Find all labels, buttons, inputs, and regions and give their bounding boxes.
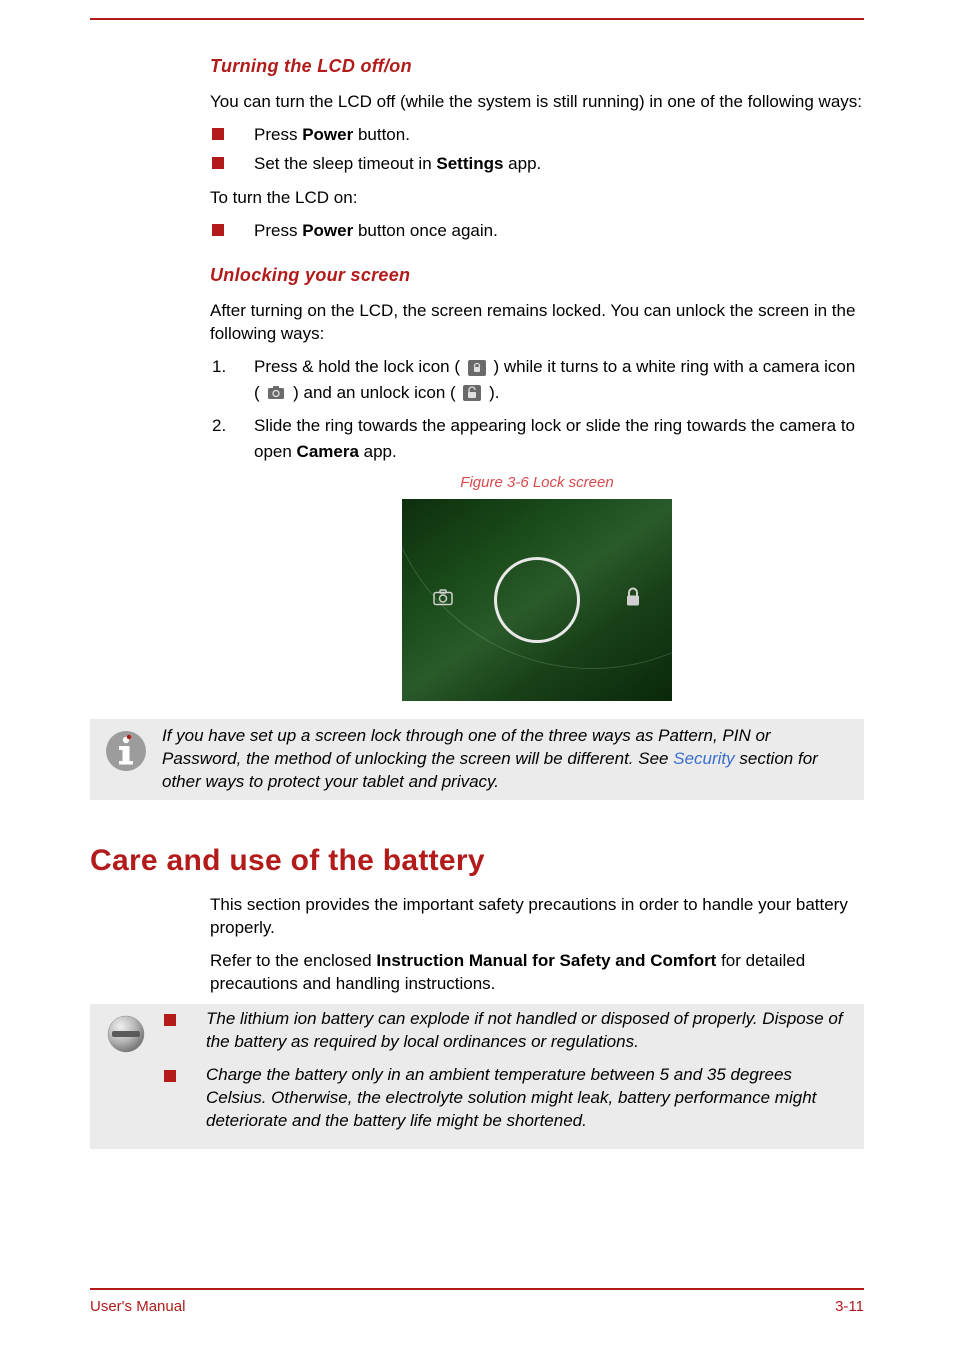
text: app. <box>359 442 397 461</box>
camera-target-icon <box>432 589 454 612</box>
text: button. <box>353 125 410 144</box>
list-item: Set the sleep timeout in Settings app. <box>210 151 864 177</box>
list-item: 1. Press & hold the lock icon ( ) while … <box>210 354 864 405</box>
lcd-off-list: Press Power button. Set the sleep timeou… <box>210 122 864 177</box>
warning-list: The lithium ion battery can explode if n… <box>162 1008 854 1143</box>
figure-caption: Figure 3-6 Lock screen <box>210 474 864 491</box>
footer-left: User's Manual <box>90 1298 185 1315</box>
text: Refer to the enclosed <box>210 951 376 970</box>
lock-screen-figure <box>402 499 672 701</box>
top-rule <box>90 18 864 20</box>
content-area: Turning the LCD off/on You can turn the … <box>210 56 864 701</box>
info-note: If you have set up a screen lock through… <box>90 719 864 800</box>
info-icon-cell <box>90 725 162 773</box>
bold-text: Settings <box>436 154 503 173</box>
heading-unlock: Unlocking your screen <box>210 265 864 286</box>
intro-unlock: After turning on the LCD, the screen rem… <box>210 300 864 346</box>
security-link[interactable]: Security <box>673 749 734 768</box>
unlock-ring <box>494 557 580 643</box>
heading-battery: Care and use of the battery <box>90 844 864 878</box>
warning-note: The lithium ion battery can explode if n… <box>90 1004 864 1149</box>
list-item: The lithium ion battery can explode if n… <box>162 1008 854 1054</box>
text: ). <box>489 383 499 402</box>
text: Press <box>254 221 302 240</box>
list-item: Charge the battery only in an ambient te… <box>162 1064 854 1133</box>
text: button once again. <box>353 221 498 240</box>
list-item: Press Power button. <box>210 122 864 148</box>
lock-target-icon <box>624 587 642 614</box>
text: Set the sleep timeout in <box>254 154 436 173</box>
list-item: Press Power button once again. <box>210 218 864 244</box>
list-item: 2. Slide the ring towards the appearing … <box>210 413 864 464</box>
info-icon <box>104 729 148 773</box>
page: Turning the LCD off/on You can turn the … <box>0 0 954 1345</box>
text: Press & hold the lock icon ( <box>254 357 465 376</box>
bold-text: Power <box>302 125 353 144</box>
bold-text: Instruction Manual for Safety and Comfor… <box>376 951 716 970</box>
battery-p2: Refer to the enclosed Instruction Manual… <box>210 950 864 996</box>
page-footer: User's Manual 3-11 <box>90 1288 864 1315</box>
no-entry-icon <box>106 1014 146 1054</box>
lcd-on-text: To turn the LCD on: <box>210 187 864 210</box>
bold-text: Camera <box>297 442 359 461</box>
note-text: If you have set up a screen lock through… <box>162 725 854 794</box>
warning-icon-cell <box>90 1008 162 1054</box>
bold-text: Power <box>302 221 353 240</box>
unlock-steps: 1. Press & hold the lock icon ( ) while … <box>210 354 864 464</box>
lcd-on-list: Press Power button once again. <box>210 218 864 244</box>
lock-icon <box>467 359 487 377</box>
step-number: 2. <box>212 413 226 439</box>
heading-lcd: Turning the LCD off/on <box>210 56 864 77</box>
text: Press <box>254 125 302 144</box>
battery-p1: This section provides the important safe… <box>210 894 864 940</box>
step-number: 1. <box>212 354 226 380</box>
text: ) and an unlock icon ( <box>293 383 460 402</box>
unlock-icon <box>462 384 482 402</box>
text: app. <box>503 154 541 173</box>
camera-icon <box>266 384 286 402</box>
battery-content: This section provides the important safe… <box>210 894 864 996</box>
intro-lcd: You can turn the LCD off (while the syst… <box>210 91 864 114</box>
footer-right: 3-11 <box>835 1298 864 1315</box>
